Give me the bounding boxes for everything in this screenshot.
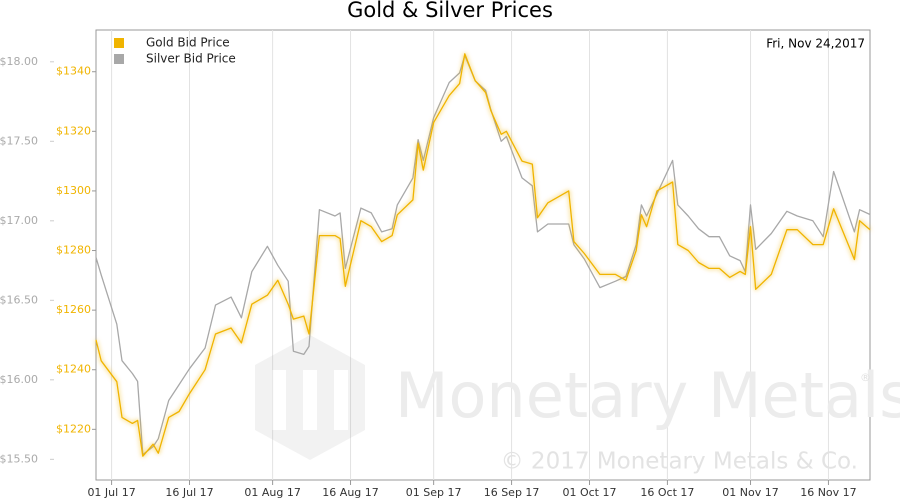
y2-tick-label: $16.00 (0, 373, 38, 386)
legend-swatch (114, 38, 124, 48)
legend-label: Gold Bid Price (146, 36, 230, 50)
x-tick-label: 01 Jul 17 (87, 486, 135, 499)
copyright: © 2017 Monetary Metals & Co. (501, 449, 858, 475)
y2-tick-label: $17.00 (0, 214, 38, 227)
y-tick-label: $1280 (56, 244, 91, 257)
chart-title: Gold & Silver Prices (347, 0, 553, 22)
series-line (95, 53, 871, 457)
legend-swatch (114, 54, 124, 64)
legend-label: Silver Bid Price (146, 52, 236, 66)
x-tick-label: 01 Sep 17 (406, 486, 462, 499)
x-tick-label: 16 Oct 17 (640, 486, 694, 499)
y2-tick-label: $16.50 (0, 293, 38, 306)
x-tick-label: 01 Aug 17 (244, 486, 300, 499)
watermark-mark: ® (860, 371, 871, 384)
date-label: Fri, Nov 24,2017 (766, 37, 865, 51)
grid (111, 30, 829, 480)
y-tick-label: $1260 (56, 303, 91, 316)
x-tick-label: 16 Aug 17 (322, 486, 378, 499)
y2-tick-label: $15.50 (0, 452, 38, 465)
y-tick-label: $1300 (56, 184, 91, 197)
y2-tick-label: $18.00 (0, 55, 38, 68)
y-tick-label: $1240 (56, 363, 91, 376)
x-tick-label: 01 Nov 17 (722, 486, 778, 499)
watermark: Monetary Metals (395, 359, 900, 432)
x-tick-label: 16 Nov 17 (800, 486, 856, 499)
y-tick-label: $1340 (56, 65, 91, 78)
plot-area (95, 29, 871, 481)
y2-tick-label: $17.50 (0, 134, 38, 147)
watermark-logo (255, 335, 365, 460)
x-tick-label: 01 Oct 17 (562, 486, 616, 499)
y-tick-label: $1320 (56, 124, 91, 137)
x-tick-label: 16 Sep 17 (484, 486, 540, 499)
x-tick-label: 16 Jul 17 (165, 486, 213, 499)
y-tick-label: $1220 (56, 422, 91, 435)
